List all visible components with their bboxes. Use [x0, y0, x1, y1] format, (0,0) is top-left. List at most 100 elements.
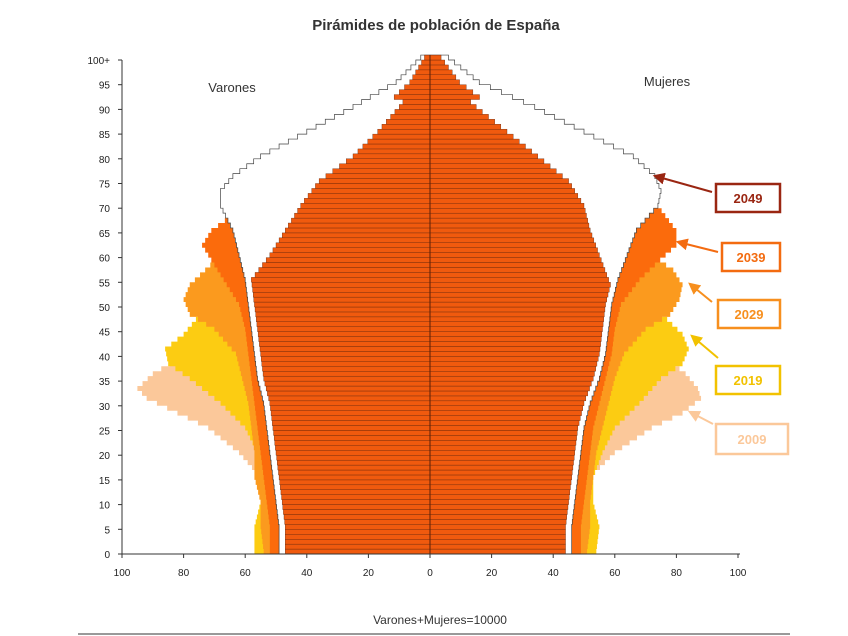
y-tick-label: 50	[99, 303, 111, 314]
female-bar	[429, 494, 570, 500]
male-bar	[272, 420, 431, 426]
female-bar	[429, 459, 574, 466]
pyramid-layers	[137, 54, 702, 555]
male-bar	[262, 262, 431, 268]
male-bar	[284, 519, 431, 525]
female-bar	[429, 124, 502, 130]
male-bar	[325, 173, 431, 179]
male-bar	[278, 469, 431, 476]
chart-title: Pirámides de población de España	[312, 17, 560, 34]
female-bar	[429, 99, 471, 105]
female-bar	[429, 371, 595, 377]
female-bar	[429, 173, 563, 179]
female-bar	[429, 489, 571, 495]
male-bar	[311, 188, 431, 194]
female-bar	[429, 188, 575, 194]
female-bar	[429, 217, 588, 224]
male-bar	[304, 198, 431, 204]
male-bar	[307, 193, 431, 199]
female-bar	[429, 232, 593, 239]
x-axis-caption: Varones+Mujeres=10000	[373, 613, 507, 627]
y-tick-label: 10	[99, 501, 111, 512]
male-bar	[258, 336, 431, 342]
male-bar	[256, 316, 431, 322]
male-bar	[263, 375, 431, 382]
female-bar	[429, 198, 582, 204]
male-bar	[362, 143, 431, 150]
legend-label-2019: 2019	[734, 373, 763, 388]
male-bar	[424, 54, 431, 61]
female-bar	[429, 128, 508, 135]
male-bar	[372, 133, 431, 140]
female-bar	[429, 499, 569, 505]
y-tick-label: 100+	[87, 56, 110, 67]
female-bar	[429, 282, 611, 288]
male-bar	[265, 257, 431, 263]
legend-arrow-2049	[652, 172, 713, 193]
male-bar	[357, 148, 431, 155]
female-bar	[429, 346, 601, 352]
female-bar	[429, 138, 520, 145]
female-bar	[429, 153, 538, 159]
female-bar	[429, 380, 592, 387]
male-bar	[279, 479, 431, 486]
male-bar	[251, 277, 431, 283]
x-tick-label: 20	[363, 568, 375, 579]
x-tick-label: 80	[671, 568, 683, 579]
male-bar	[283, 514, 431, 520]
male-bar	[253, 296, 431, 303]
female-bar	[429, 301, 606, 308]
female-bar	[429, 74, 457, 80]
female-bar	[429, 277, 609, 283]
legend-box-2029	[716, 298, 782, 330]
male-bar	[339, 163, 431, 169]
male-bar	[281, 499, 431, 505]
male-bar	[288, 222, 431, 229]
male-bar	[278, 474, 431, 481]
male-bar	[276, 455, 431, 461]
male-bar	[402, 99, 431, 105]
male-bar	[404, 84, 431, 90]
male-bar	[285, 524, 431, 530]
male-bar	[399, 89, 431, 95]
male-bar	[399, 104, 431, 110]
male-bar	[270, 410, 431, 416]
y-tick-label: 20	[99, 451, 111, 462]
male-bar	[254, 301, 431, 308]
female-bar	[429, 89, 474, 95]
male-bar	[267, 390, 431, 397]
male-bar	[352, 153, 431, 159]
male-bar	[300, 203, 431, 209]
female-bar	[429, 524, 566, 530]
male-bar	[278, 237, 431, 243]
female-bar	[429, 292, 609, 298]
female-bar	[429, 242, 596, 248]
male-bar	[415, 69, 431, 75]
male-bar	[285, 534, 431, 540]
male-bar	[259, 341, 431, 347]
female-bar	[429, 415, 581, 421]
female-bar	[429, 114, 489, 120]
female-bar	[429, 247, 598, 253]
female-bar	[429, 474, 572, 481]
female-bar	[429, 252, 600, 258]
female-bar	[429, 104, 477, 110]
female-bar	[429, 158, 545, 164]
axes: 100 80 60 40 20 0 20 40 60 80 100 0 5 10 15 20 25 30 35 40 4…	[87, 56, 746, 579]
x-tick-label: 0	[427, 568, 433, 579]
male-bar	[280, 484, 431, 490]
female-bar	[429, 351, 600, 357]
female-bar	[429, 212, 587, 219]
legend-label-2049: 2049	[734, 191, 763, 206]
female-bar	[429, 208, 586, 214]
female-bar	[429, 356, 599, 362]
female-bar	[429, 455, 575, 461]
legend-label-2009: 2009	[738, 432, 767, 447]
female-bar	[429, 519, 567, 525]
y-tick-label: 75	[99, 180, 111, 191]
female-bar	[429, 445, 576, 451]
y-tick-label: 80	[99, 155, 111, 166]
male-bar	[418, 64, 431, 71]
male-bar	[280, 489, 431, 495]
male-bar	[386, 119, 431, 125]
